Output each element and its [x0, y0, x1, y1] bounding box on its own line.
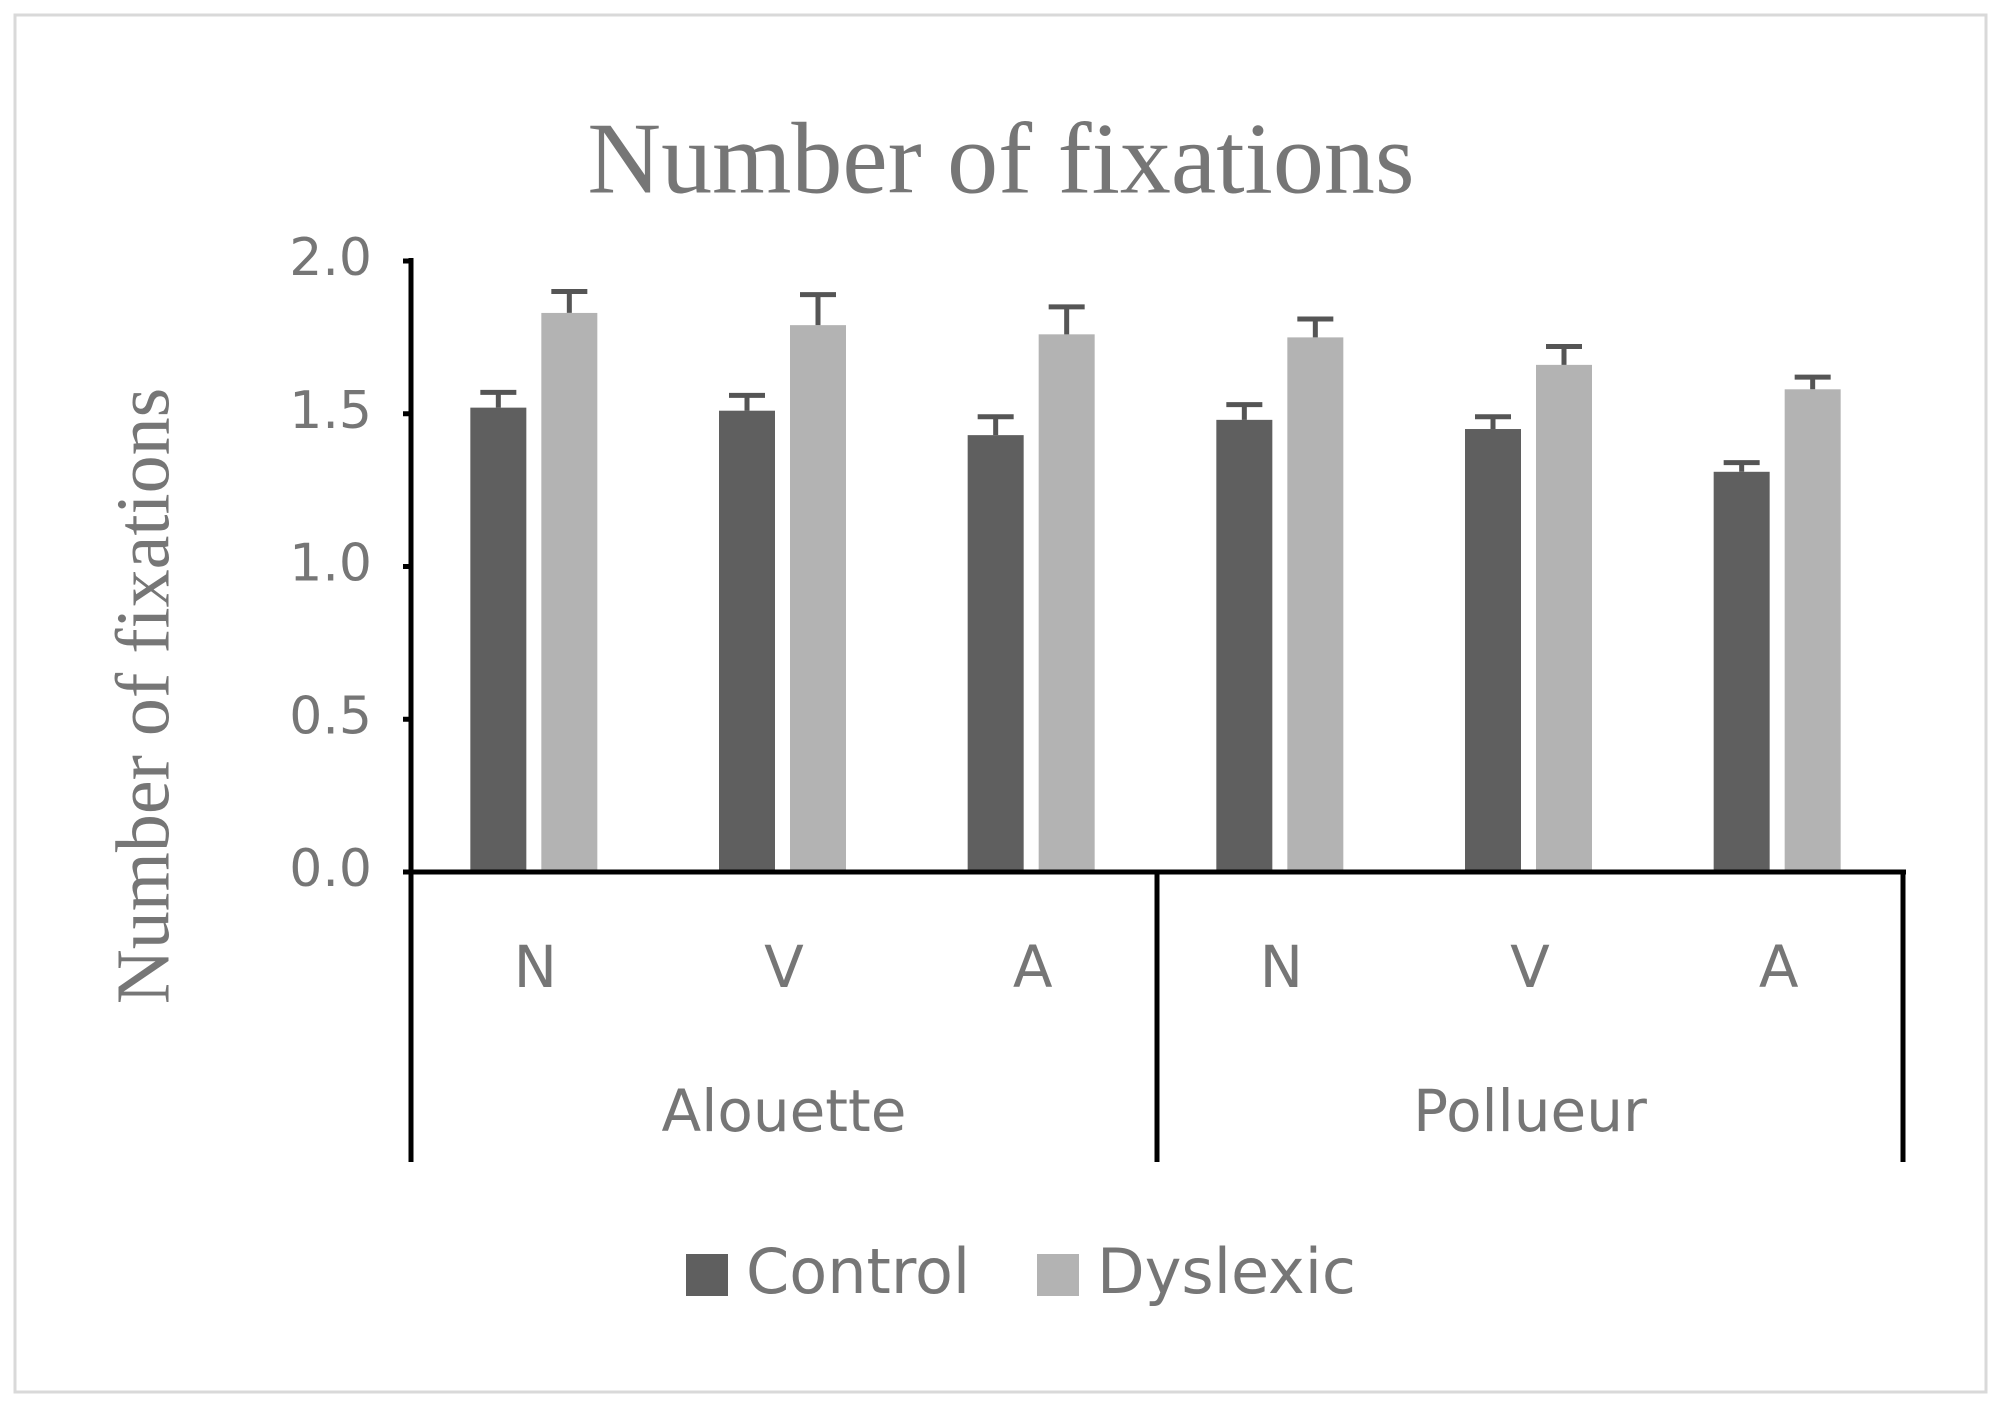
x-tick-label: N	[1260, 933, 1303, 1001]
error-bar	[480, 389, 517, 408]
y-tick-label: 0.0	[289, 839, 372, 899]
x-tick-label: V	[764, 933, 804, 1001]
bar	[719, 410, 775, 872]
error-bar	[1226, 402, 1263, 420]
x-tick-label: V	[1510, 933, 1550, 1001]
bar	[1465, 429, 1521, 872]
error-bar	[729, 392, 765, 411]
bar	[1536, 364, 1592, 872]
error-bar	[800, 292, 836, 326]
error-bar	[1546, 344, 1582, 365]
y-tick-label: 0.5	[289, 686, 372, 746]
legend-swatch	[1037, 1254, 1079, 1296]
x-tick-label: A	[1013, 933, 1053, 1001]
y-tick-label: 1.0	[289, 534, 372, 594]
bar	[1713, 471, 1770, 872]
bar	[470, 407, 527, 872]
legend-label: Control	[746, 1235, 970, 1308]
group-label: Alouette	[662, 1077, 907, 1145]
y-tick-label: 1.5	[289, 381, 372, 441]
bar	[541, 312, 598, 872]
error-bar	[1723, 460, 1760, 472]
bar	[1784, 389, 1841, 872]
error-bar	[1475, 414, 1511, 430]
bar	[967, 435, 1024, 872]
x-tick-label: N	[514, 933, 557, 1001]
chart-title: Number of fixations	[587, 102, 1414, 215]
error-bar	[1048, 304, 1085, 335]
bar	[1038, 334, 1095, 872]
bar	[790, 325, 846, 872]
error-bar	[977, 414, 1014, 436]
y-tick-label: 2.0	[289, 228, 372, 288]
error-bar	[551, 289, 588, 313]
bar	[1287, 337, 1344, 872]
legend-label: Dyslexic	[1097, 1235, 1356, 1308]
error-bar	[1794, 374, 1831, 390]
x-tick-label: A	[1759, 933, 1799, 1001]
legend-swatch	[686, 1254, 728, 1296]
error-bar	[1297, 316, 1334, 338]
y-axis-label: Number of fixations	[101, 388, 185, 1004]
group-label: Pollueur	[1413, 1077, 1647, 1145]
bar	[1216, 419, 1273, 872]
